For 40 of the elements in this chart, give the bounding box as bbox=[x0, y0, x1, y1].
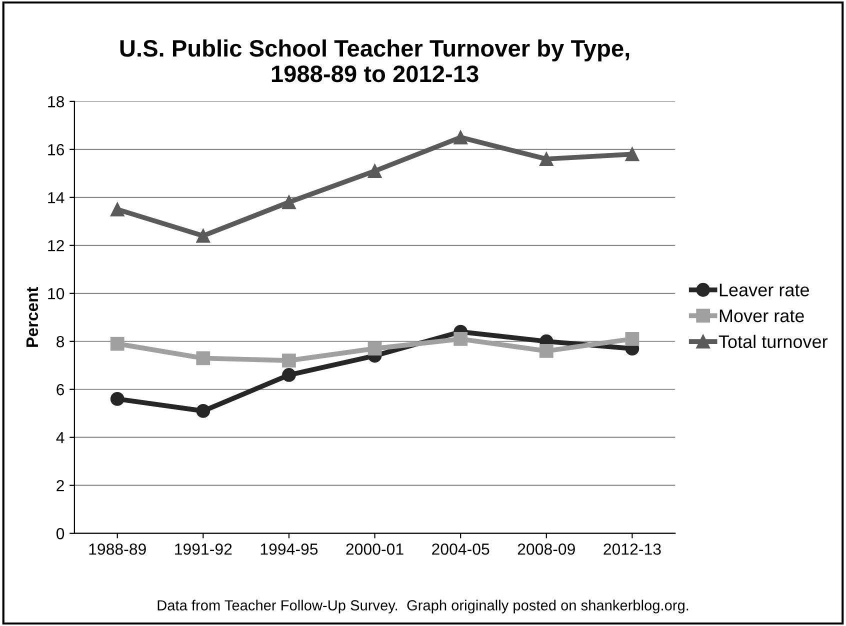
y-tick-label: 18 bbox=[48, 96, 64, 108]
y-tick-label: 10 bbox=[48, 288, 64, 300]
point bbox=[282, 368, 296, 382]
y-tick-label: 14 bbox=[48, 192, 64, 204]
point bbox=[454, 130, 468, 144]
point bbox=[625, 332, 640, 346]
point bbox=[368, 164, 382, 178]
y-tick-label: 2 bbox=[56, 480, 64, 492]
x-tick-label: 2008-09 bbox=[518, 543, 575, 555]
y-tick-label: 16 bbox=[48, 144, 64, 156]
point bbox=[454, 332, 468, 346]
point bbox=[110, 202, 124, 216]
point bbox=[368, 342, 382, 356]
legend-label: Mover rate bbox=[720, 310, 804, 322]
y-tick-label: 12 bbox=[48, 240, 64, 252]
legend-label: Total turnover bbox=[718, 334, 828, 348]
x-tick-label: 1994-95 bbox=[260, 543, 318, 555]
y-axis-title: Percent bbox=[26, 287, 38, 347]
point bbox=[196, 404, 210, 418]
x-tick-label: 2000-01 bbox=[346, 543, 404, 555]
point bbox=[196, 351, 210, 366]
y-tick-label: 0 bbox=[56, 528, 64, 540]
chart-title: U.S. Public School Teacher Turnover by Type, 1988-89 to 2012-13 bbox=[120, 39, 630, 82]
x-tick-label: 2012-13 bbox=[604, 543, 661, 555]
legend-label: Leaver rate bbox=[720, 284, 809, 296]
point bbox=[110, 392, 124, 406]
y-tick-label: 8 bbox=[56, 336, 64, 348]
x-tick-label: 2004-05 bbox=[432, 543, 490, 555]
text: Data from Teacher Follow-Up Survey. Graph originally posted on shankerblog.org. bbox=[158, 600, 688, 614]
point bbox=[539, 152, 554, 166]
point bbox=[196, 228, 210, 243]
y-tick-label: 6 bbox=[56, 384, 64, 396]
y-tick-label: 4 bbox=[56, 432, 64, 444]
point bbox=[110, 336, 124, 351]
point bbox=[539, 344, 554, 358]
point bbox=[282, 354, 296, 368]
point bbox=[625, 147, 640, 162]
point bbox=[282, 195, 296, 210]
x-tick-label: 1988-89 bbox=[89, 543, 146, 555]
x-tick-label: 1991-92 bbox=[175, 543, 232, 555]
